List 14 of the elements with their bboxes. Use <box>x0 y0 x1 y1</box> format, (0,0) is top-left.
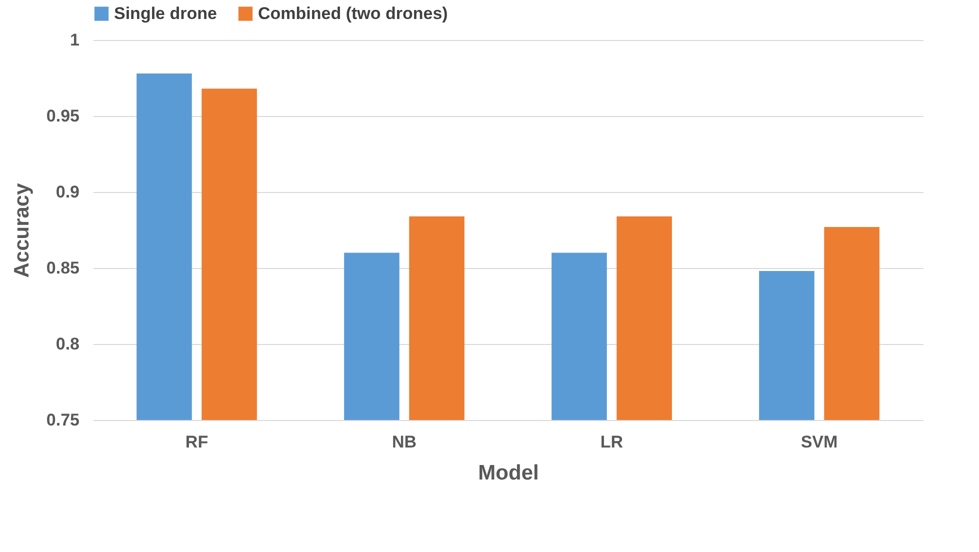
y-tick-label: 0.85 <box>46 258 80 278</box>
y-tick-label: 0.8 <box>56 334 80 354</box>
y-tick-label: 0.9 <box>56 182 80 202</box>
x-tick-label: SVM <box>800 432 838 452</box>
y-tick-label: 0.75 <box>46 410 80 430</box>
x-tick-label: LR <box>600 432 624 452</box>
y-tick-label: 0.95 <box>46 106 80 126</box>
x-tick-label: RF <box>185 432 208 452</box>
legend-label: Combined (two drones) <box>258 4 448 23</box>
x-axis-title: Model <box>478 462 539 484</box>
y-tick-label: 1 <box>70 30 80 50</box>
y-axis-title: Accuracy <box>10 182 34 278</box>
legend-label: Single drone <box>114 4 217 23</box>
x-tick-label: NB <box>392 432 417 452</box>
